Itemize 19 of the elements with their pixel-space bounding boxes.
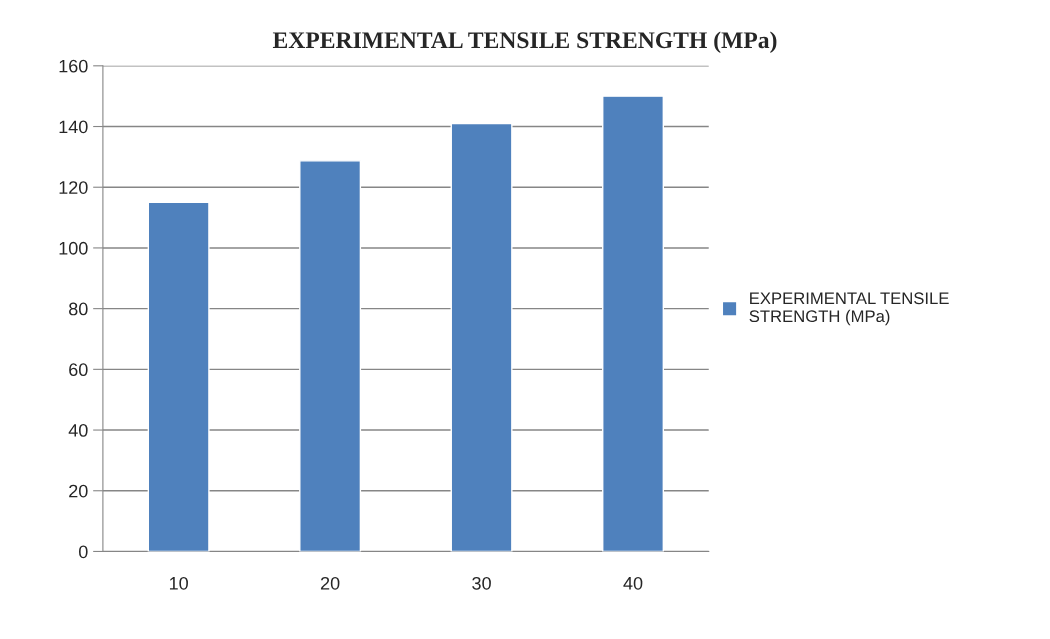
x-tick-label: 30 <box>472 576 491 590</box>
legend-label: EXPERIMENTAL TENSILE STRENGTH (MPa) <box>749 292 949 326</box>
chart-title: EXPERIMENTAL TENSILE STRENGTH (MPa) <box>272 31 777 53</box>
x-tick-label: 20 <box>320 576 340 590</box>
bar <box>147 201 210 552</box>
y-tick-label: 40 <box>68 423 88 437</box>
y-tick-label: 80 <box>69 302 88 316</box>
y-tick-label: 160 <box>59 59 88 73</box>
y-tick-label: 20 <box>69 484 88 498</box>
x-tick-label: 40 <box>623 576 643 590</box>
bar <box>299 160 362 552</box>
y-tick-label: 0 <box>78 545 88 559</box>
bar <box>602 95 665 552</box>
bar <box>450 122 513 552</box>
y-tick-label: 140 <box>59 120 88 134</box>
y-tick-label: 100 <box>59 241 88 255</box>
y-tick-label: 60 <box>69 363 88 377</box>
x-tick-label: 10 <box>169 576 188 590</box>
y-tick-label: 120 <box>59 181 88 194</box>
